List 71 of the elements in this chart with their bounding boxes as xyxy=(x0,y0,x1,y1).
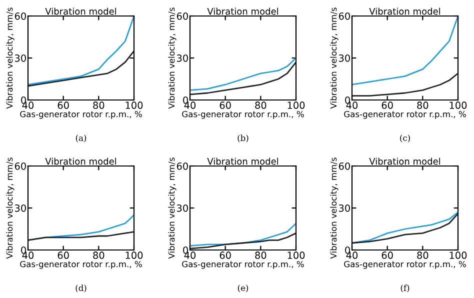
line-series xyxy=(28,50,134,87)
text: (e) xyxy=(238,284,248,292)
x-axis-title: Gas-generator rotor r.p.m., % xyxy=(344,260,466,269)
x-tick-label: 80 xyxy=(255,252,266,259)
y-axis-title: Vibration velocity, mm/s xyxy=(330,8,338,109)
y-axis-title: Vibration velocity, mm/s xyxy=(168,8,176,109)
x-tick-label: 100 xyxy=(450,252,467,259)
text: (f) xyxy=(400,284,410,292)
y-tick-label: 30 xyxy=(338,54,350,62)
text: (d) xyxy=(76,284,86,292)
x-axis-title: Gas-generator rotor r.p.m., % xyxy=(20,110,142,119)
y-tick-label: 0 xyxy=(183,96,188,104)
x-tick-label: 40 xyxy=(184,252,196,259)
x-tick-label: 100 xyxy=(450,102,467,109)
line-series xyxy=(190,57,296,91)
chart-title: Vibration model xyxy=(369,158,440,165)
y-tick-label: 0 xyxy=(183,246,188,254)
y-tick-label: 0 xyxy=(21,96,26,104)
y-tick-label: 30 xyxy=(338,204,350,212)
x-axis-title: Gas-generator rotor r.p.m., % xyxy=(182,110,304,119)
x-tick-label: 80 xyxy=(255,102,266,109)
x-tick-label: 100 xyxy=(126,102,143,109)
y-tick-label: 60 xyxy=(338,12,350,20)
y-axis-title: Vibration velocity, mm/s xyxy=(6,8,14,109)
y-axis-title: Vibration velocity, mm/s xyxy=(168,158,176,259)
x-tick-label: 40 xyxy=(346,102,358,109)
y-axis-title: Vibration velocity, mm/s xyxy=(6,158,14,259)
x-tick-label: 60 xyxy=(220,252,231,259)
text: (b) xyxy=(238,134,248,142)
x-tick-label: 100 xyxy=(288,102,305,109)
x-tick-label: 80 xyxy=(417,252,428,259)
y-tick-label: 60 xyxy=(176,162,188,170)
text: (a) xyxy=(76,134,86,142)
line-series xyxy=(190,62,296,96)
y-tick-label: 30 xyxy=(14,204,26,212)
y-tick-label: 0 xyxy=(345,96,350,104)
y-tick-label: 30 xyxy=(176,54,188,62)
y-tick-label: 30 xyxy=(14,54,26,62)
x-tick-label: 60 xyxy=(382,102,393,109)
x-tick-label: 60 xyxy=(220,102,231,109)
chart-title: Vibration model xyxy=(207,158,278,165)
y-tick-label: 0 xyxy=(345,246,350,254)
x-axis-title: Gas-generator rotor r.p.m., % xyxy=(20,260,142,269)
x-tick-label: 80 xyxy=(93,252,104,259)
x-tick-label: 40 xyxy=(22,102,34,109)
y-axis-title: Vibration velocity, mm/s xyxy=(330,158,338,259)
x-tick-label: 40 xyxy=(22,252,34,259)
x-tick-label: 60 xyxy=(58,102,69,109)
chart-title: Vibration model xyxy=(207,8,278,15)
chart-title: Vibration model xyxy=(45,158,116,165)
text: (c) xyxy=(400,134,410,142)
line-series xyxy=(352,72,458,96)
y-tick-label: 30 xyxy=(176,204,188,212)
x-tick-label: 40 xyxy=(346,252,358,259)
x-axis-title: Gas-generator rotor r.p.m., % xyxy=(344,110,466,119)
chart-title: Vibration model xyxy=(369,8,440,15)
chart-title: Vibration model xyxy=(45,8,116,15)
x-tick-label: 60 xyxy=(382,252,393,259)
y-tick-label: 60 xyxy=(176,12,188,20)
x-tick-label: 80 xyxy=(417,102,428,109)
line-series xyxy=(28,231,134,241)
x-tick-label: 60 xyxy=(58,252,69,259)
x-tick-label: 100 xyxy=(288,252,305,259)
x-tick-label: 80 xyxy=(93,102,104,109)
y-tick-label: 60 xyxy=(14,12,26,20)
y-tick-label: 60 xyxy=(14,162,26,170)
x-axis-title: Gas-generator rotor r.p.m., % xyxy=(182,260,304,269)
x-tick-label: 100 xyxy=(126,252,143,259)
y-tick-label: 60 xyxy=(338,162,350,170)
x-tick-label: 40 xyxy=(184,102,196,109)
y-tick-label: 0 xyxy=(21,246,26,254)
